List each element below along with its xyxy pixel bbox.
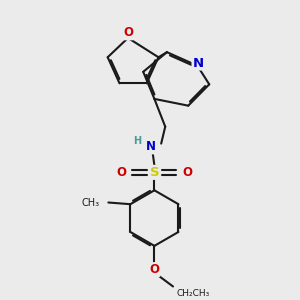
Text: O: O: [116, 166, 126, 179]
Text: N: N: [193, 56, 204, 70]
Text: S: S: [150, 166, 159, 179]
Text: O: O: [182, 166, 192, 179]
Text: O: O: [123, 26, 133, 39]
Text: CH₃: CH₃: [82, 197, 100, 208]
Text: H: H: [134, 136, 142, 146]
Text: CH₂CH₃: CH₂CH₃: [176, 289, 210, 298]
Text: N: N: [146, 140, 156, 154]
Text: O: O: [149, 263, 159, 276]
